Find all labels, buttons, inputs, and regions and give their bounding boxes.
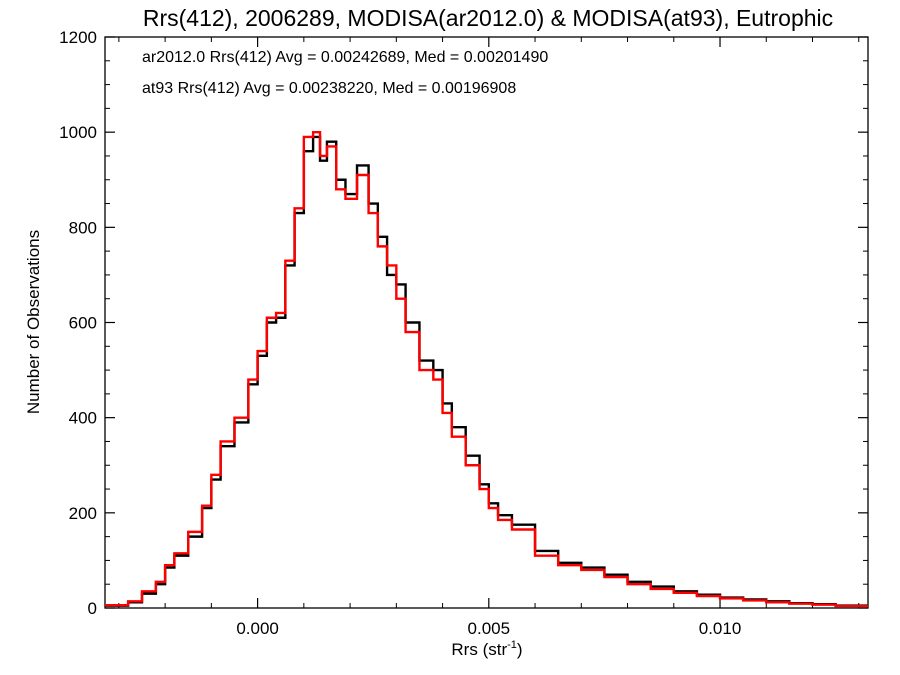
x-axis-label-close: ): [517, 640, 523, 659]
histogram-series-ar2012-0: [105, 135, 868, 607]
plot-area: [104, 36, 869, 609]
y-tick-label: 0: [88, 599, 97, 618]
y-tick-label: 400: [69, 409, 97, 428]
series-layer: [105, 130, 868, 608]
annotation-at93: at93 Rrs(412) Avg = 0.00238220, Med = 0.…: [142, 80, 516, 97]
x-axis-label: Rrs (str-1): [451, 639, 522, 659]
x-tick-label: 0.000: [236, 619, 279, 638]
y-tick-label: 1000: [59, 123, 97, 142]
x-tick-label: 0.005: [468, 619, 511, 638]
y-tick-label: 600: [69, 314, 97, 333]
y-axis-label: Number of Observations: [24, 230, 43, 414]
plot-border: [104, 36, 869, 609]
y-tick-label: 200: [69, 504, 97, 523]
x-axis-label-superscript: -1: [507, 639, 517, 651]
chart-title: Rrs(412), 2006289, MODISA(ar2012.0) & MO…: [143, 5, 833, 31]
x-axis-label-main: Rrs (str: [451, 640, 507, 659]
y-tick-label: 800: [69, 218, 97, 237]
x-tick-label: 0.010: [699, 619, 742, 638]
annotation-ar2012: ar2012.0 Rrs(412) Avg = 0.00242689, Med …: [142, 49, 548, 66]
y-tick-label: 1200: [59, 28, 97, 47]
y-axis: 0 200 400 600 800 1000 1200: [59, 28, 868, 618]
histogram-series-at93: [105, 130, 868, 608]
x-axis: 0.000 0.005 0.010: [118, 37, 860, 638]
